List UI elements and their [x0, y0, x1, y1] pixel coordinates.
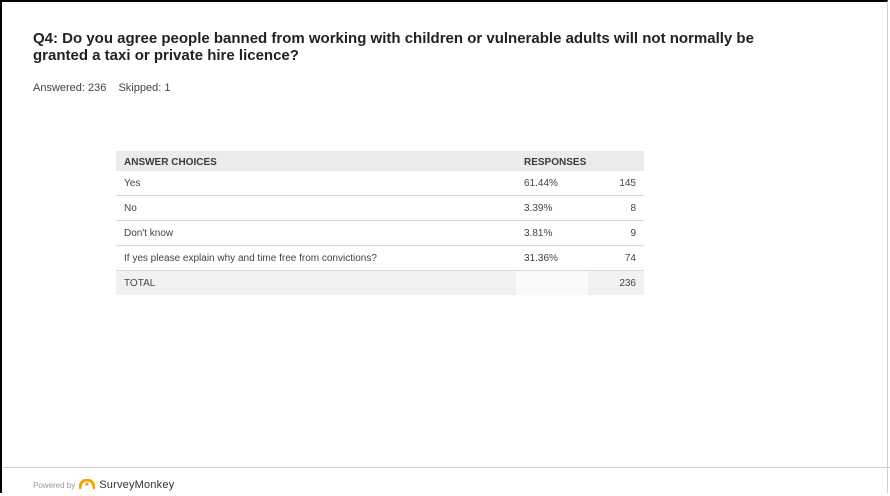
table-row: Yes 61.44% 145 — [116, 171, 644, 196]
total-label: TOTAL — [116, 270, 516, 295]
surveymonkey-logo-icon — [78, 478, 96, 491]
total-spacer — [516, 270, 588, 295]
answer-count: 9 — [588, 220, 644, 246]
table-row: No 3.39% 8 — [116, 195, 644, 221]
answer-count: 74 — [588, 245, 644, 271]
answer-label: If yes please explain why and time free … — [116, 245, 516, 271]
answer-percent: 31.36% — [516, 245, 588, 271]
powered-by-badge[interactable]: Powered by SurveyMonkey — [33, 478, 175, 491]
header-responses: RESPONSES — [516, 151, 644, 171]
answered-count: Answered: 236 — [33, 82, 107, 94]
answer-percent: 61.44% — [516, 171, 588, 196]
surveymonkey-brand: SurveyMonkey — [99, 479, 175, 491]
powered-by-text: Powered by — [33, 480, 76, 490]
answer-count: 145 — [588, 171, 644, 196]
answer-label: Yes — [116, 171, 516, 196]
total-row: TOTAL 236 — [116, 270, 644, 295]
table-row: Don't know 3.81% 9 — [116, 220, 644, 246]
skipped-count: Skipped: 1 — [118, 82, 171, 94]
answer-label: Don't know — [116, 220, 516, 246]
answer-count: 8 — [588, 195, 644, 221]
table-header-row: ANSWER CHOICES RESPONSES — [116, 151, 644, 171]
response-stats: Answered: 236 Skipped: 1 — [33, 82, 179, 94]
answer-label: No — [116, 195, 516, 221]
table-row: If yes please explain why and time free … — [116, 245, 644, 271]
answer-percent: 3.81% — [516, 220, 588, 246]
total-count: 236 — [588, 270, 644, 295]
question-title: Q4: Do you agree people banned from work… — [33, 30, 754, 64]
header-answer-choices: ANSWER CHOICES — [116, 151, 516, 171]
answer-percent: 3.39% — [516, 195, 588, 221]
results-table: ANSWER CHOICES RESPONSES Yes 61.44% 145 … — [116, 151, 644, 295]
footer: Powered by SurveyMonkey — [2, 467, 890, 496]
